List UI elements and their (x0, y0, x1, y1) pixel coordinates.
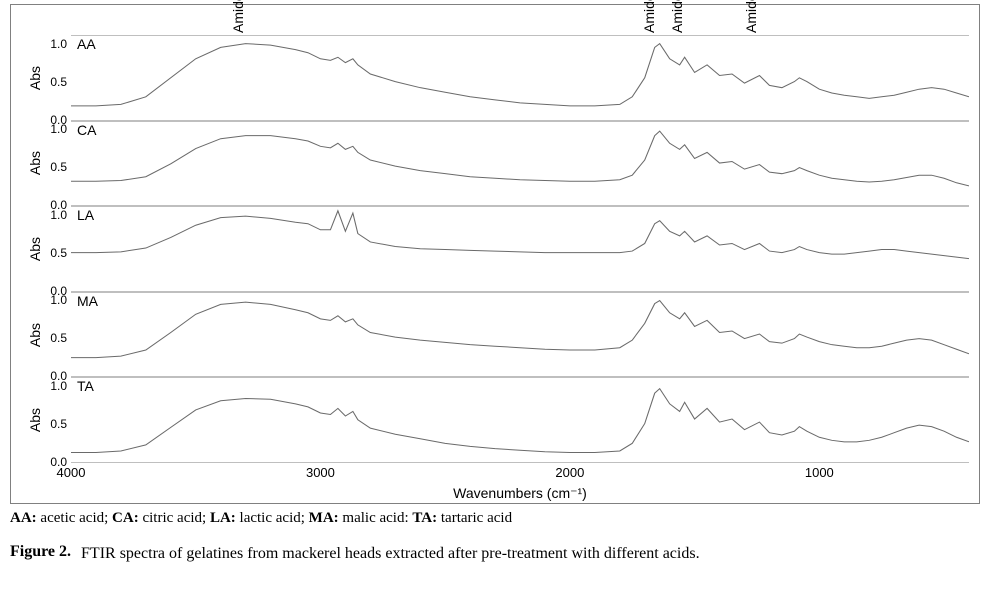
x-axis-label: Wavenumbers (cm⁻¹) (453, 485, 587, 502)
y-tick-label: 1.0 (41, 123, 67, 135)
subplot-la: Abs0.00.51.0LA (71, 206, 969, 292)
figure-caption: Figure 2. FTIR spectra of gelatines from… (10, 543, 980, 565)
spectrum-line (71, 44, 969, 106)
band-label: Amide II (669, 0, 685, 33)
spectra-subplots: Abs0.00.51.0AAAbs0.00.51.0CAAbs0.00.51.0… (71, 35, 969, 463)
acid-abbreviation-legend: AA: acetic acid; CA: citric acid; LA: la… (10, 510, 980, 527)
legend-name: acetic acid; (37, 510, 112, 526)
figure-number: Figure 2. (10, 543, 71, 561)
ftir-spectra-chart: Amide AAmide IAmide IIAmide III Abs0.00.… (10, 4, 980, 504)
spectrum-line (71, 300, 969, 357)
legend-name: malic acid: (339, 510, 413, 526)
legend-name: citric acid; (139, 510, 210, 526)
legend-code: TA: (412, 510, 437, 526)
y-tick-label: 0.5 (41, 161, 67, 173)
band-label: Amide III (743, 0, 759, 33)
subplot-ca: Abs0.00.51.0CA (71, 121, 969, 207)
legend-name: lactic acid; (236, 510, 309, 526)
figure-caption-text: FTIR spectra of gelatines from mackerel … (81, 543, 700, 565)
y-tick-label: 0.5 (41, 332, 67, 344)
x-tick-label: 4000 (57, 465, 86, 480)
band-label: Amide I (641, 0, 657, 33)
x-axis: Wavenumbers (cm⁻¹) 4000300020001000 (71, 463, 969, 503)
y-tick-label: 1.0 (41, 380, 67, 392)
spectrum-line (71, 131, 969, 186)
legend-code: LA: (210, 510, 236, 526)
legend-name: tartaric acid (437, 510, 512, 526)
y-tick-label: 0.5 (41, 76, 67, 88)
x-tick-label: 1000 (805, 465, 834, 480)
x-tick-label: 2000 (555, 465, 584, 480)
y-tick-label: 1.0 (41, 38, 67, 50)
subplot-ta: Abs0.00.51.0TA (71, 377, 969, 463)
y-tick-label: 1.0 (41, 209, 67, 221)
y-tick-label: 0.5 (41, 418, 67, 430)
spectrum-line (71, 389, 969, 453)
band-label: Amide A (230, 0, 246, 33)
subplot-aa: Abs0.00.51.0AA (71, 35, 969, 121)
spectrum-line (71, 211, 969, 259)
legend-code: CA: (112, 510, 139, 526)
y-tick-label: 1.0 (41, 294, 67, 306)
x-tick-label: 3000 (306, 465, 335, 480)
legend-code: AA: (10, 510, 37, 526)
y-tick-label: 0.5 (41, 247, 67, 259)
legend-code: MA: (309, 510, 339, 526)
amide-band-labels: Amide AAmide IAmide IIAmide III (11, 5, 979, 35)
subplot-ma: Abs0.00.51.0MA (71, 292, 969, 378)
